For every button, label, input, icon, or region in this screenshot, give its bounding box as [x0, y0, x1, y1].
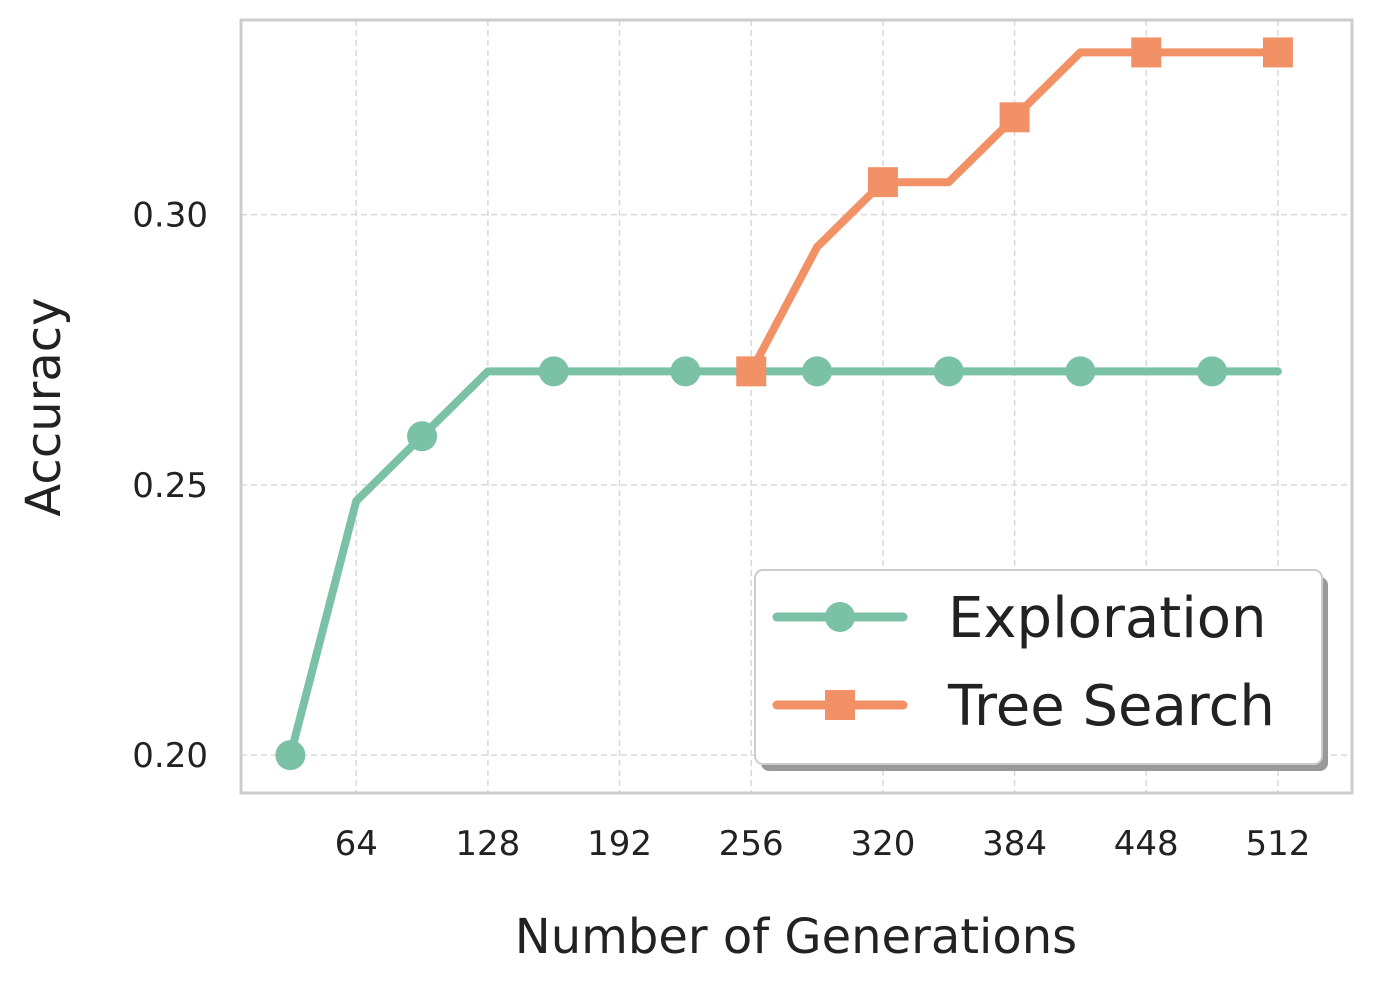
series-group [275, 37, 1293, 771]
series-line-exploration [286, 367, 1282, 760]
plot-frame [239, 18, 1354, 795]
legend-label-exploration: Exploration [948, 586, 1267, 651]
y-tick-label: 0.30 [132, 196, 208, 236]
data-point-exploration [275, 740, 306, 771]
x-tick-label: 448 [1114, 824, 1179, 864]
data-point-tree-search [1131, 37, 1162, 68]
x-tick-label: 64 [335, 824, 378, 864]
data-point-tree-search [867, 167, 898, 198]
legend-marker-exploration [825, 602, 855, 632]
data-point-tree-search [999, 102, 1030, 133]
x-tick-label: 256 [719, 824, 784, 864]
x-tick-label: 512 [1245, 824, 1310, 864]
data-point-tree-search [1262, 37, 1293, 68]
y-tick-label: 0.20 [132, 736, 208, 776]
x-tick-label: 128 [455, 824, 520, 864]
y-tick-label: 0.25 [132, 466, 208, 506]
data-point-exploration [538, 356, 569, 387]
legend-label-tree-search: Tree Search [947, 674, 1275, 739]
data-point-exploration [670, 356, 701, 387]
data-point-exploration [933, 356, 964, 387]
x-axis-label: Number of Generations [515, 909, 1077, 965]
data-point-exploration [407, 421, 438, 452]
x-tick-labels: 64 128 192 256 320 384 448 512 [335, 824, 1311, 864]
legend: Exploration Tree Search [754, 569, 1328, 771]
y-tick-labels: 0.20 0.25 0.30 [132, 196, 208, 777]
x-tick-label: 384 [982, 824, 1047, 864]
x-tick-label: 192 [587, 824, 652, 864]
legend-marker-tree-search [825, 690, 855, 720]
data-point-exploration [1065, 356, 1096, 387]
data-point-exploration [1197, 356, 1228, 387]
data-point-exploration [802, 356, 833, 387]
y-axis-label: Accuracy [16, 297, 72, 516]
x-tick-label: 320 [850, 824, 915, 864]
data-point-tree-search [736, 356, 767, 387]
